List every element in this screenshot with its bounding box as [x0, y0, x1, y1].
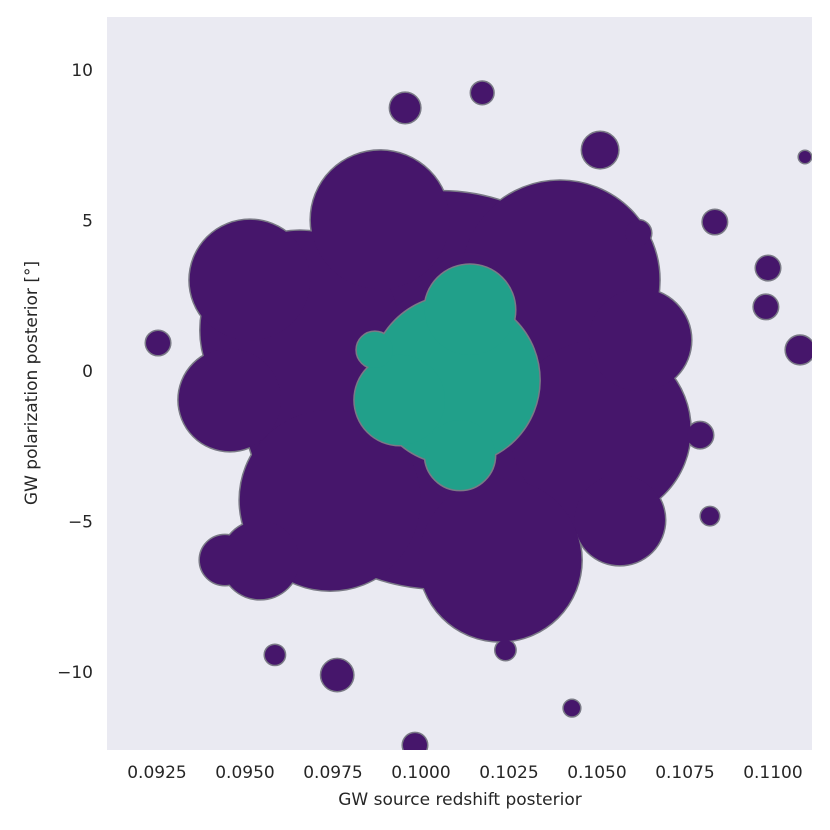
contour-region: [356, 331, 393, 368]
contour-region: [390, 92, 421, 123]
y-tick-label: 10: [71, 61, 93, 81]
x-tick-label: 0.1050: [567, 763, 626, 783]
contour-region: [495, 640, 516, 660]
contour-region: [425, 420, 495, 490]
contour-region: [424, 264, 516, 356]
contour-region: [582, 131, 619, 169]
x-axis-label: GW source redshift posterior: [338, 790, 582, 810]
y-tick-label: 0: [82, 362, 93, 382]
contour-region: [418, 478, 582, 642]
contour-region: [798, 150, 811, 163]
x-tick-label: 0.0975: [303, 763, 362, 783]
contour-region: [310, 150, 450, 290]
y-tick-label: 5: [82, 211, 93, 231]
contour-region: [785, 335, 812, 365]
contour-region: [321, 659, 354, 691]
contour-region: [264, 644, 285, 665]
y-tick-label: −5: [68, 512, 93, 532]
contour-region: [588, 288, 692, 392]
contour-region: [145, 330, 171, 356]
contour-region: [755, 256, 781, 281]
y-tick-label: −10: [57, 663, 93, 683]
x-tick-label: 0.1100: [743, 763, 802, 783]
contour-region: [700, 507, 719, 526]
x-tick-label: 0.0925: [127, 763, 186, 783]
contour-region: [189, 219, 311, 341]
x-tick-label: 0.1075: [655, 763, 714, 783]
contour-region: [354, 354, 445, 446]
y-axis-label: GW polarization posterior [°]: [22, 261, 42, 505]
contour-region: [753, 294, 778, 319]
contour-region: [199, 535, 250, 586]
contour-region: [220, 520, 300, 600]
contours: [144, 80, 812, 750]
x-tick-label: 0.1000: [391, 763, 450, 783]
contour-region: [471, 81, 494, 104]
contour-region: [563, 700, 581, 717]
contour-region: [178, 348, 282, 452]
x-tick-label: 0.0950: [215, 763, 274, 783]
x-tick-label: 0.1025: [479, 763, 538, 783]
contour-region: [574, 474, 665, 566]
contour-region: [402, 733, 428, 750]
contour-region: [702, 209, 727, 235]
contour-region: [625, 220, 652, 247]
contour-region: [687, 422, 714, 449]
